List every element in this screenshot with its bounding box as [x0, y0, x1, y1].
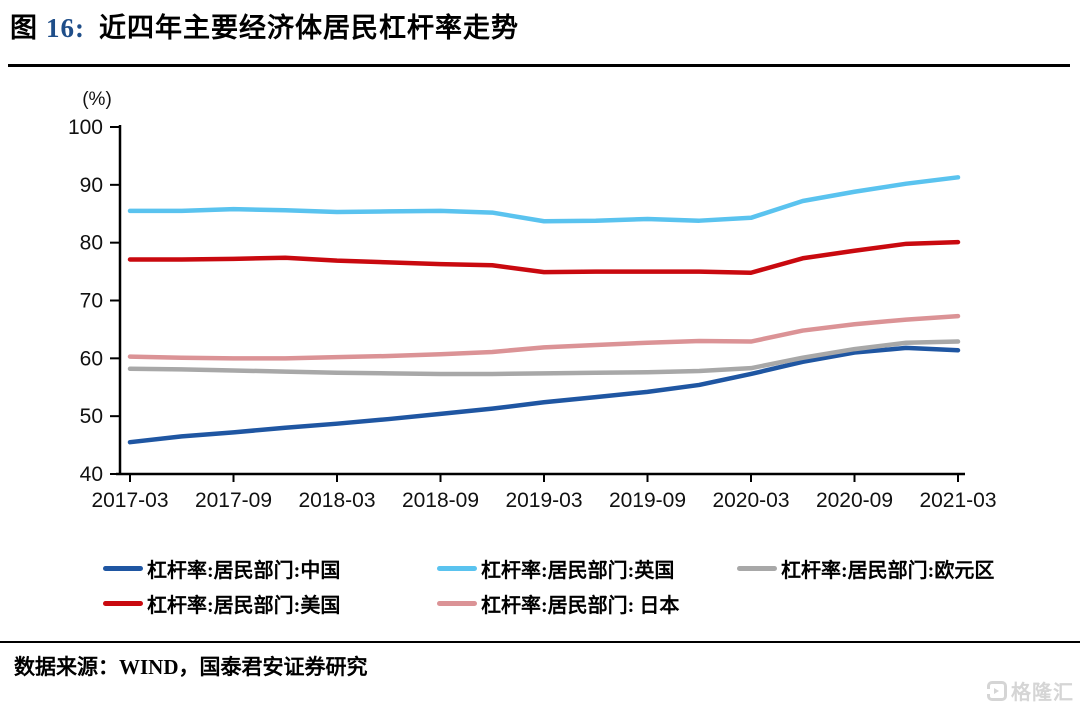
y-tick-label: 70 [80, 290, 103, 313]
line-japan [127, 313, 961, 361]
legend-item-japan: 杠杆率:居民部门: 日本 [437, 589, 737, 618]
gelonghui-logo-icon [986, 680, 1007, 701]
source-divider [0, 641, 1080, 643]
legend-swatch-uk [437, 566, 477, 571]
y-tick-label: 80 [80, 232, 103, 255]
line-chart: 40 50 60 70 80 90 100 2017-03 2017-09 2018-03 2018… [68, 89, 997, 512]
legend-label-uk: 杠杆率:居民部门:英国 [481, 560, 675, 582]
watermark-text: 格隆汇 [1011, 682, 1074, 704]
y-tick-label: 90 [80, 174, 103, 197]
data-source: 数据来源：WIND，国泰君安证券研究 [14, 655, 368, 679]
title-divider [8, 64, 1070, 67]
line-uk [127, 175, 961, 224]
legend-swatch-china [103, 566, 143, 571]
x-tick-label: 2020-03 [712, 489, 789, 512]
y-axis-unit: (%) [82, 89, 112, 110]
legend-swatch-us [103, 601, 143, 606]
figure-number: 16: [46, 13, 85, 43]
x-tick-label: 2018-03 [298, 489, 375, 512]
legend-label-japan: 杠杆率:居民部门: 日本 [481, 595, 680, 617]
legend-item-uk: 杠杆率:居民部门:英国 [437, 554, 737, 583]
x-tick-label: 2019-03 [505, 489, 582, 512]
legend-item-eurozone: 杠杆率:居民部门:欧元区 [737, 554, 994, 583]
legend-item-china: 杠杆率:居民部门:中国 [103, 554, 437, 583]
figure-label: 图 [10, 13, 38, 43]
x-tick-label: 2018-09 [402, 489, 479, 512]
line-us [127, 239, 961, 275]
y-tick-label: 40 [80, 463, 103, 486]
legend-label-china: 杠杆率:居民部门:中国 [147, 560, 341, 582]
legend-label-eurozone: 杠杆率:居民部门:欧元区 [781, 560, 995, 582]
legend-item-us: 杠杆率:居民部门:美国 [103, 589, 437, 618]
watermark: 格隆汇 [986, 676, 1074, 705]
figure-title-text: 近四年主要经济体居民杠杆率走势 [99, 13, 519, 43]
x-tick-label: 2017-09 [195, 489, 272, 512]
line-eurozone [127, 339, 961, 377]
legend-label-us: 杠杆率:居民部门:美国 [147, 595, 341, 617]
legend-swatch-eurozone [737, 566, 777, 571]
line-china [127, 345, 961, 445]
y-tick-label: 100 [68, 116, 103, 139]
legend-swatch-japan [437, 601, 477, 606]
legend-row: 杠杆率:居民部门:中国 杠杆率:居民部门:英国 杠杆率:居民部门:欧元区 [103, 551, 1033, 586]
x-tick-label: 2021-03 [919, 489, 996, 512]
figure-title: 图 16: 近四年主要经济体居民杠杆率走势 [10, 6, 519, 45]
legend-row: 杠杆率:居民部门:美国 杠杆率:居民部门: 日本 [103, 586, 1033, 621]
chart-legend: 杠杆率:居民部门:中国 杠杆率:居民部门:英国 杠杆率:居民部门:欧元区 杠杆率… [103, 551, 1033, 621]
x-tick-label: 2020-09 [816, 489, 893, 512]
x-tick-label: 2019-09 [609, 489, 686, 512]
x-tick-label: 2017-03 [91, 489, 168, 512]
y-tick-label: 50 [80, 405, 103, 428]
y-tick-label: 60 [80, 347, 103, 370]
